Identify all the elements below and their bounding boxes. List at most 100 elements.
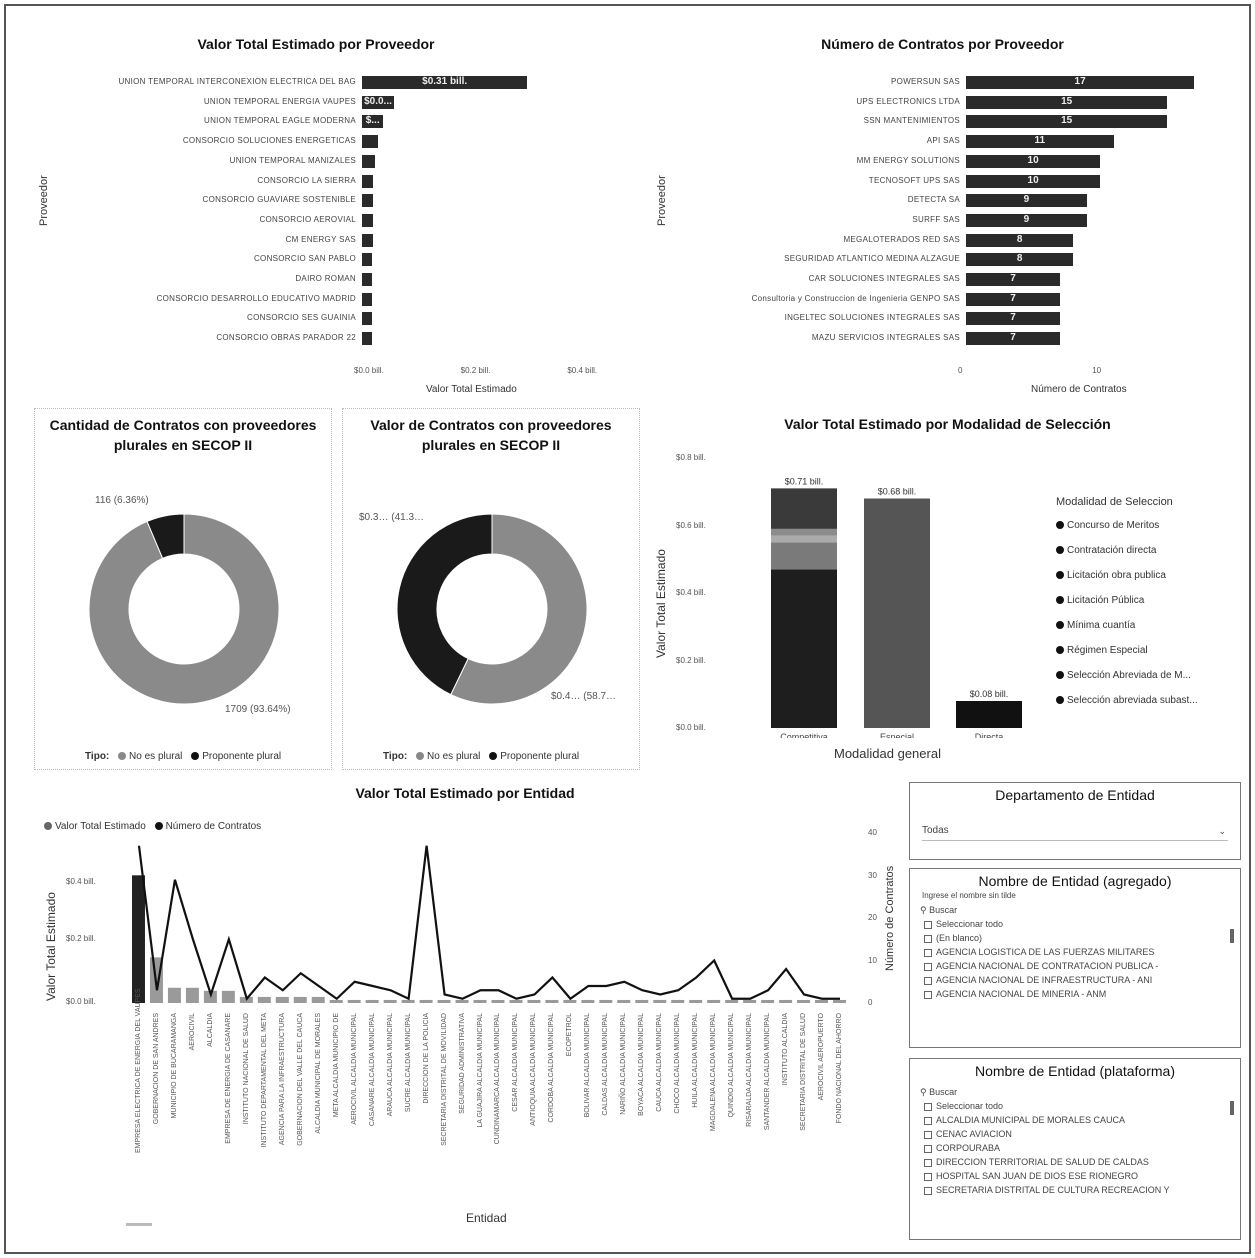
checkbox[interactable] xyxy=(924,934,932,943)
legend-item: Valor Total Estimado xyxy=(55,821,146,832)
bar[interactable] xyxy=(966,273,1060,286)
bar xyxy=(275,996,289,1003)
bar[interactable] xyxy=(966,194,1087,208)
bar[interactable] xyxy=(966,292,1060,306)
search-input[interactable]: ⚲ Buscar xyxy=(910,1085,1240,1099)
bar-category-label: CAR SOLUCIONES INTEGRALES SAS xyxy=(808,274,960,283)
bar[interactable] xyxy=(362,135,378,149)
y-tick-label: $0.2 bill. xyxy=(66,934,96,943)
chart-entidad[interactable]: Valor Total Estimado por Entidad Valor T… xyxy=(34,781,896,1251)
bar[interactable] xyxy=(362,174,373,188)
bar-category-label: UNION TEMPORAL EAGLE MODERNA xyxy=(204,116,356,126)
bar[interactable] xyxy=(362,194,373,208)
scrollbar[interactable] xyxy=(1230,1101,1234,1115)
x-tick-label: SEGURIDAD ADMINISTRATIVA xyxy=(458,1013,466,1114)
bar[interactable] xyxy=(362,332,372,346)
bar[interactable] xyxy=(966,95,1168,109)
bar xyxy=(761,999,775,1003)
slicer-item[interactable]: SECRETARIA DISTRITAL DE CULTURA RECREACI… xyxy=(910,1183,1240,1197)
slicer-item[interactable]: CORPOURABA xyxy=(910,1141,1240,1155)
checkbox[interactable] xyxy=(924,948,932,957)
slicer-item[interactable]: (En blanco) xyxy=(910,931,1240,945)
donut-slice xyxy=(396,513,493,696)
legend-item: Proponente plural xyxy=(202,751,282,762)
slicer-item-label: Seleccionar todo xyxy=(936,919,1004,929)
slicer-item[interactable]: ALCALDIA MUNICIPAL DE MORALES CAUCA xyxy=(910,1113,1240,1127)
bar-category-label: CONSORCIO SES GUAINIA xyxy=(247,313,356,323)
bar-category-label: CONSORCIO SAN PABLO xyxy=(253,254,356,264)
x-tick-label: MAGDALENA ALCALDIA MUNICIPAL xyxy=(710,1013,718,1132)
checkbox[interactable] xyxy=(924,1144,932,1153)
x-tick-label: $0.2 bill. xyxy=(460,366,491,375)
scrollbar[interactable] xyxy=(1230,929,1234,943)
bar[interactable] xyxy=(362,292,372,306)
checkbox[interactable] xyxy=(924,976,932,985)
bar[interactable] xyxy=(362,213,373,227)
slicer-item[interactable]: AGENCIA LOGISTICA DE LAS FUERZAS MILITAR… xyxy=(910,945,1240,959)
bar[interactable] xyxy=(362,95,394,109)
donut-slice xyxy=(88,513,280,705)
legend-item: No es plural xyxy=(427,751,481,762)
chart-contratos-proveedor[interactable]: Número de Contratos por Proveedor Provee… xyxy=(636,6,1249,401)
bar-value-label: 10 xyxy=(1027,154,1039,166)
bar[interactable] xyxy=(966,312,1060,326)
bar[interactable] xyxy=(966,76,1195,89)
legend-item: Régimen Especial xyxy=(1056,645,1148,656)
slicer-item[interactable]: CENAC AVIACION xyxy=(910,1127,1240,1141)
bar[interactable] xyxy=(362,115,384,129)
search-input[interactable]: ⚲ Buscar xyxy=(910,903,1240,917)
bar[interactable] xyxy=(966,174,1101,188)
bar xyxy=(671,999,685,1003)
checkbox[interactable] xyxy=(924,1158,932,1167)
legend-label: Concurso de Meritos xyxy=(1067,520,1160,531)
chart-modalidad[interactable]: Valor Total Estimado por Modalidad de Se… xyxy=(646,408,1249,770)
legend-dot xyxy=(1056,621,1064,630)
bar[interactable] xyxy=(362,154,376,168)
donut-cantidad-contratos[interactable]: Cantidad de Contratos con proveedores pl… xyxy=(34,408,332,770)
bar[interactable] xyxy=(966,233,1074,247)
chevron-down-icon: ⌄ xyxy=(1218,826,1226,836)
y-tick-label: $0.4 bill. xyxy=(676,588,706,597)
slicer-item[interactable]: DIRECCION TERRITORIAL DE SALUD DE CALDAS xyxy=(910,1155,1240,1169)
y-tick-label: $0.0 bill. xyxy=(676,723,706,732)
bar-category-label: SEGURIDAD ATLANTICO MEDINA ALZAGUE xyxy=(784,254,960,264)
bar xyxy=(779,999,793,1003)
y-axis-label: Proveedor xyxy=(656,175,668,226)
bar-value-label: 15 xyxy=(1061,95,1073,107)
bar[interactable] xyxy=(362,233,373,247)
scroll-handle[interactable] xyxy=(126,1223,152,1226)
donut-valor-contratos[interactable]: Valor de Contratos con proveedores plura… xyxy=(342,408,640,770)
bar-value-label: $0.0... xyxy=(364,95,392,107)
bar[interactable] xyxy=(362,76,528,89)
slicer-item[interactable]: Seleccionar todo xyxy=(910,917,1240,931)
slicer-item[interactable]: AGENCIA NACIONAL DE INFRAESTRUCTURA - AN… xyxy=(910,973,1240,987)
bar[interactable] xyxy=(966,213,1087,227)
bar[interactable] xyxy=(362,312,372,326)
checkbox[interactable] xyxy=(924,920,932,929)
departamento-dropdown[interactable]: Todas ⌄ xyxy=(922,821,1228,841)
bar-value-label: 7 xyxy=(1010,292,1016,304)
bar[interactable] xyxy=(966,115,1168,129)
checkbox[interactable] xyxy=(924,1130,932,1139)
x-tick-label: GOBERNACION DE SAN ANDRES xyxy=(152,1013,160,1125)
bar[interactable] xyxy=(362,273,372,286)
checkbox[interactable] xyxy=(924,990,932,999)
bar xyxy=(437,999,451,1003)
bar[interactable] xyxy=(966,332,1060,346)
bar[interactable] xyxy=(966,154,1101,168)
bar[interactable] xyxy=(966,253,1074,267)
slicer-item[interactable]: Seleccionar todo xyxy=(910,1099,1240,1113)
checkbox[interactable] xyxy=(924,1116,932,1125)
checkbox[interactable] xyxy=(924,1102,932,1111)
y2-tick-label: 20 xyxy=(868,913,877,922)
bar[interactable] xyxy=(362,253,372,267)
slicer-item[interactable]: AGENCIA NACIONAL DE MINERIA - ANM xyxy=(910,987,1240,1001)
bar[interactable] xyxy=(966,135,1114,149)
checkbox[interactable] xyxy=(924,1186,932,1195)
checkbox[interactable] xyxy=(924,1172,932,1181)
slicer-item[interactable]: HOSPITAL SAN JUAN DE DIOS ESE RIONEGRO xyxy=(910,1169,1240,1183)
slicer-item[interactable]: AGENCIA NACIONAL DE CONTRATACION PUBLICA… xyxy=(910,959,1240,973)
bar-value-label: 8 xyxy=(1016,253,1023,265)
checkbox[interactable] xyxy=(924,962,932,971)
chart-valor-proveedor[interactable]: Valor Total Estimado por Proveedor Prove… xyxy=(6,6,626,401)
